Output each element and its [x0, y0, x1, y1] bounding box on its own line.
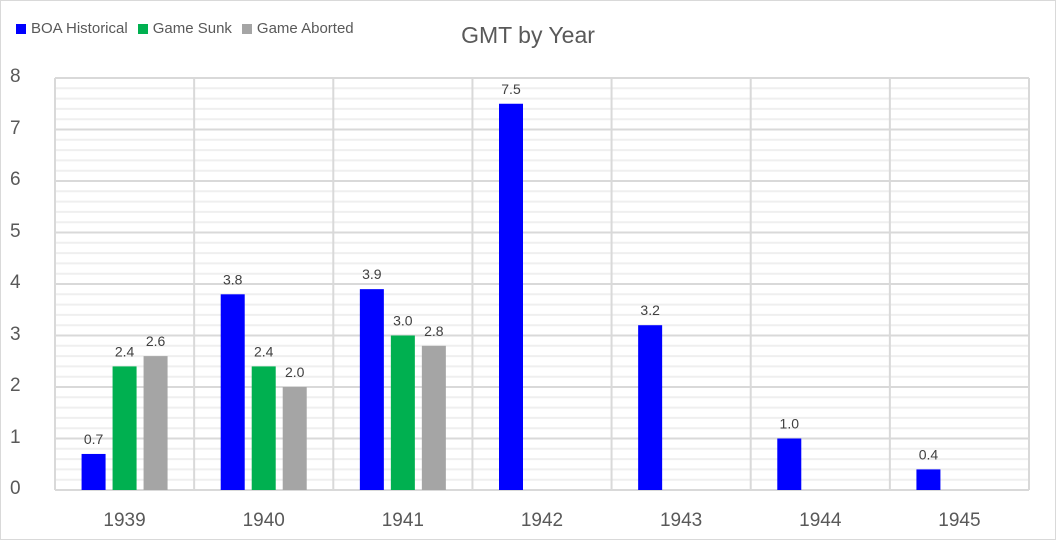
data-label: 0.4	[919, 446, 939, 462]
bar-game-sunk-1940[interactable]	[251, 366, 276, 490]
data-label: 2.4	[115, 343, 135, 359]
data-label: 3.9	[362, 266, 382, 282]
data-label: 7.5	[501, 81, 521, 97]
data-label: 3.8	[223, 271, 243, 287]
bar-boa-historical-1940[interactable]	[220, 294, 245, 490]
data-label: 2.0	[285, 364, 305, 380]
y-tick-label: 5	[10, 220, 21, 242]
chart-title: GMT by Year	[0, 22, 1056, 49]
legend-swatch-game-aborted	[241, 23, 252, 34]
y-tick-label: 2	[10, 375, 21, 396]
data-label: 2.6	[146, 333, 166, 349]
y-tick-label: 1	[10, 426, 21, 448]
y-tick-label: 8	[10, 66, 21, 87]
y-tick-label: 0	[10, 478, 21, 499]
legend-item-game-aborted[interactable]: Game Aborted	[241, 20, 354, 37]
legend-label: BOA Historical	[31, 20, 128, 37]
legend-item-boa-historical[interactable]: BOA Historical	[16, 20, 128, 37]
data-label: 3.0	[393, 313, 413, 329]
y-tick-label: 3	[10, 323, 21, 345]
x-tick-label: 1943	[659, 510, 703, 531]
legend-swatch-game-sunk	[137, 23, 148, 34]
x-tick-label: 1942	[520, 510, 564, 531]
bar-game-sunk-1941[interactable]	[390, 335, 415, 491]
bar-game-aborted-1939[interactable]	[143, 356, 168, 490]
y-tick-label: 4	[10, 272, 21, 293]
x-tick-label: 1941	[381, 510, 424, 531]
bar-boa-historical-1945[interactable]	[916, 469, 941, 490]
data-label: 2.8	[424, 323, 444, 339]
x-tick-label: 1945	[938, 510, 981, 531]
bar-game-aborted-1940[interactable]	[282, 387, 307, 490]
bar-boa-historical-1939[interactable]	[81, 453, 106, 490]
data-label: 0.7	[84, 431, 104, 447]
data-label: 3.2	[640, 302, 660, 318]
x-tick-label: 1939	[103, 510, 146, 531]
x-tick-label: 1940	[242, 510, 285, 531]
chart-title-text: GMT by Year	[461, 22, 595, 48]
legend-item-game-sunk[interactable]: Game Sunk	[137, 20, 232, 37]
y-tick-label: 6	[10, 169, 21, 190]
chart-legend: BOA Historical Game Sunk Game Aborted	[16, 20, 364, 37]
bar-boa-historical-1943[interactable]	[638, 325, 663, 490]
bar-boa-historical-1944[interactable]	[777, 438, 802, 491]
data-label: 1.0	[780, 416, 800, 432]
legend-label: Game Aborted	[256, 20, 354, 37]
data-label: 2.4	[254, 343, 274, 359]
legend-swatch-boa-historical	[16, 23, 26, 34]
bar-game-sunk-1939[interactable]	[112, 366, 137, 490]
legend-label: Game Sunk	[152, 20, 232, 37]
bar-boa-historical-1941[interactable]	[359, 289, 384, 490]
bar-boa-historical-1942[interactable]	[499, 103, 523, 490]
x-tick-label: 1944	[799, 510, 842, 531]
bar-game-aborted-1941[interactable]	[421, 345, 446, 490]
y-tick-label: 7	[10, 117, 21, 139]
